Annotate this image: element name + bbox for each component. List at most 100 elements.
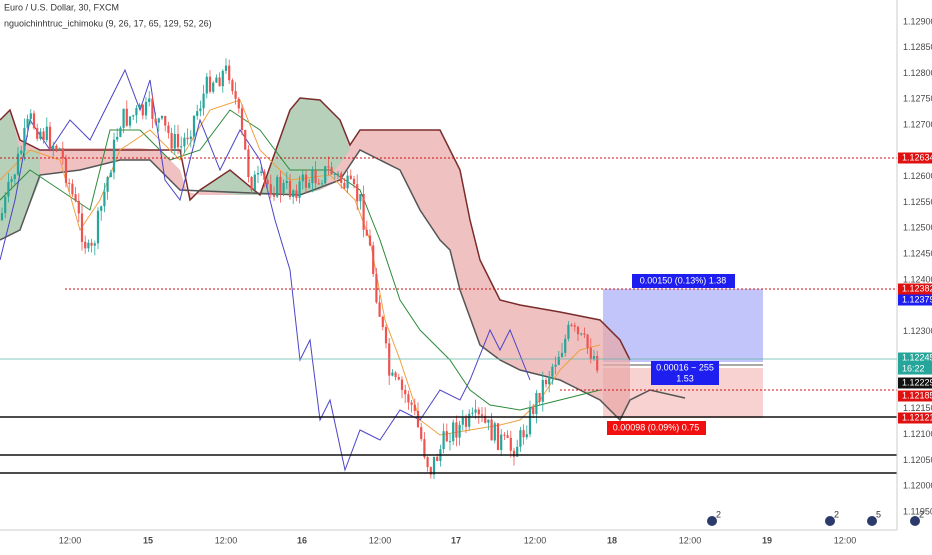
- candle-body: [576, 326, 580, 335]
- candle-body: [503, 434, 506, 436]
- symbol-title: Euro / U.S. Dollar, 30, FXCM: [4, 2, 119, 12]
- tenkan: [0, 99, 601, 436]
- candle-body: [180, 146, 183, 148]
- candle-body: [560, 352, 564, 357]
- candle-body: [202, 93, 205, 109]
- candle-body: [20, 150, 23, 154]
- event-icon: [910, 516, 920, 526]
- candle-body: [500, 434, 503, 450]
- candle-body: [260, 171, 263, 174]
- candle-body: [45, 126, 48, 141]
- candle-body: [0, 213, 4, 220]
- candle-body: [359, 194, 362, 202]
- candle-body: [132, 115, 135, 117]
- candle-body: [199, 108, 202, 112]
- price-tag: 1.12245: [902, 352, 932, 362]
- candle-body: [192, 115, 196, 137]
- price-label: 1.12550: [903, 197, 932, 207]
- candle-body: [148, 98, 151, 102]
- candle-body: [157, 118, 160, 123]
- candle-body: [16, 153, 20, 175]
- price-tag-box: [898, 294, 932, 306]
- candle-body: [551, 366, 554, 377]
- candle-body: [269, 184, 272, 195]
- candle-body: [516, 446, 519, 457]
- loss-label-box: [607, 421, 706, 435]
- candle-body: [84, 241, 87, 249]
- candle-body: [525, 434, 528, 438]
- candle-body: [535, 392, 538, 415]
- candle-body: [352, 178, 356, 185]
- candle-body: [7, 181, 10, 197]
- candle-body: [29, 113, 32, 119]
- candle-body: [330, 167, 333, 175]
- candle-body: [61, 148, 64, 159]
- candle-body: [189, 136, 192, 140]
- candle-body: [218, 77, 221, 87]
- candle-body: [493, 423, 496, 441]
- candle-body: [272, 194, 276, 197]
- candle-body: [592, 356, 596, 360]
- candle-body: [522, 430, 525, 438]
- candle-body: [496, 423, 500, 450]
- time-label: 17: [451, 535, 461, 545]
- entry-label: 1.53: [676, 373, 694, 383]
- event-icon: [707, 516, 717, 526]
- candle-body: [404, 389, 407, 395]
- candle-body: [224, 65, 228, 71]
- candle-body: [250, 176, 253, 191]
- price-tag-box: [898, 363, 932, 375]
- price-tag: 1.12382: [902, 283, 932, 293]
- time-label: 12:00: [834, 535, 857, 545]
- candle-body: [407, 394, 410, 403]
- candle-body: [474, 409, 477, 413]
- candle-body: [400, 379, 404, 390]
- event-icon: [867, 516, 877, 526]
- candle-body: [375, 273, 378, 303]
- candle-body: [212, 82, 215, 92]
- candle-body: [96, 210, 100, 244]
- time-label: 12:00: [524, 535, 547, 545]
- candle-body: [484, 415, 487, 423]
- price-label: 1.12500: [903, 223, 932, 233]
- candle-body: [87, 242, 90, 249]
- candle-body: [119, 127, 122, 137]
- candle-body: [151, 98, 154, 119]
- time-label: 12:00: [369, 535, 392, 545]
- candle-body: [356, 184, 359, 202]
- candle-body: [378, 302, 381, 317]
- kijun: [0, 109, 601, 411]
- plot-area: [0, 58, 897, 480]
- candle-body: [429, 467, 432, 475]
- candle-body: [314, 170, 317, 184]
- event-count: 2: [919, 509, 924, 519]
- candle-body: [4, 196, 7, 214]
- candle-body: [71, 183, 74, 195]
- candle-body: [292, 190, 295, 197]
- candle-body: [32, 113, 36, 129]
- price-label: 1.12800: [903, 68, 932, 78]
- candle-body: [333, 173, 336, 175]
- price-tag: 16:22: [902, 363, 925, 373]
- price-tag: 1.12185: [902, 390, 932, 400]
- price-tag: 1.12229: [902, 377, 932, 387]
- candle-body: [164, 115, 167, 126]
- price-tag-box: [898, 283, 932, 295]
- candle-body: [420, 427, 423, 440]
- candle-body: [461, 417, 464, 425]
- price-tag: 1.12121: [902, 412, 932, 422]
- price-tag-box: [898, 390, 932, 402]
- time-label: 12:00: [679, 535, 702, 545]
- candle-body: [445, 431, 448, 442]
- candle-body: [442, 431, 445, 450]
- candle-body: [384, 327, 388, 344]
- candle-body: [544, 379, 548, 385]
- price-label: 1.11950: [903, 506, 932, 516]
- events: 2 2 5 2: [707, 509, 924, 526]
- candle-body: [173, 133, 176, 149]
- candle-body: [74, 194, 77, 201]
- candle-body: [23, 127, 26, 151]
- candle-body: [432, 456, 436, 475]
